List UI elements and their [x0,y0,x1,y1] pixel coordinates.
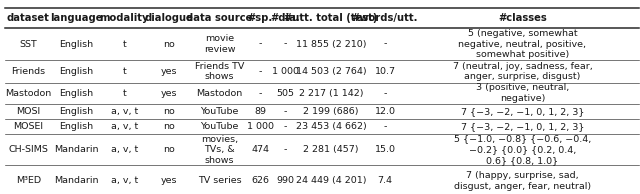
Text: English: English [60,89,93,98]
Text: YouTube: YouTube [200,107,239,116]
Text: no: no [163,122,175,131]
Text: a, v, t: a, v, t [111,107,138,116]
Text: 2 217 (1 142): 2 217 (1 142) [299,89,364,98]
Text: 24 449 (4 201): 24 449 (4 201) [296,176,366,185]
Text: 23 453 (4 662): 23 453 (4 662) [296,122,367,131]
Text: Mastodon: Mastodon [5,89,51,98]
Text: 626: 626 [251,176,269,185]
Text: -: - [259,40,262,48]
Text: movies,
TVs, &
shows: movies, TVs, & shows [201,135,238,165]
Text: YouTube: YouTube [200,122,239,131]
Text: -: - [284,40,287,48]
Text: a, v, t: a, v, t [111,176,138,185]
Text: 11 855 (2 210): 11 855 (2 210) [296,40,366,48]
Text: language: language [50,13,102,23]
Text: 89: 89 [254,107,266,116]
Text: -: - [284,122,287,131]
Text: a, v, t: a, v, t [111,122,138,131]
Text: 7.4: 7.4 [378,176,392,185]
Text: Mandarin: Mandarin [54,145,99,154]
Text: yes: yes [161,67,177,76]
Text: Mastodon: Mastodon [196,89,243,98]
Text: dataset: dataset [7,13,50,23]
Text: 505: 505 [276,89,294,98]
Text: -: - [383,122,387,131]
Text: English: English [60,122,93,131]
Text: 2 281 (457): 2 281 (457) [303,145,359,154]
Text: dialogue: dialogue [145,13,194,23]
Text: modality: modality [99,13,149,23]
Text: 474: 474 [251,145,269,154]
Text: 2 199 (686): 2 199 (686) [303,107,359,116]
Text: -: - [284,107,287,116]
Text: 10.7: 10.7 [374,67,396,76]
Text: SST: SST [19,40,37,48]
Text: yes: yes [161,176,177,185]
Text: 1 000: 1 000 [272,67,299,76]
Text: 14 503 (2 764): 14 503 (2 764) [296,67,367,76]
Text: yes: yes [161,89,177,98]
Text: MOSEI: MOSEI [13,122,44,131]
Text: #sp.: #sp. [248,13,273,23]
Text: 3 (positive, neutral,
negative): 3 (positive, neutral, negative) [476,83,569,103]
Text: MOSI: MOSI [16,107,40,116]
Text: a, v, t: a, v, t [111,145,138,154]
Text: -: - [259,89,262,98]
Text: movie
review: movie review [204,34,236,54]
Text: -: - [259,67,262,76]
Text: 1 000: 1 000 [246,122,274,131]
Text: M³ED: M³ED [16,176,41,185]
Text: English: English [60,40,93,48]
Text: data source: data source [186,13,253,23]
Text: no: no [163,40,175,48]
Text: Mandarin: Mandarin [54,176,99,185]
Text: #utt. total (test): #utt. total (test) [284,13,378,23]
Text: -: - [383,40,387,48]
Text: #classes: #classes [498,13,547,23]
Text: 990: 990 [276,176,294,185]
Text: no: no [163,107,175,116]
Text: English: English [60,67,93,76]
Text: #words/utt.: #words/utt. [352,13,418,23]
Text: 5 {−1.0, −0.8} {−0.6, −0.4,
−0.2} {0.0} {0.2, 0.4,
0.6} {0.8, 1.0}: 5 {−1.0, −0.8} {−0.6, −0.4, −0.2} {0.0} … [454,135,591,165]
Text: Friends TV
shows: Friends TV shows [195,61,244,81]
Text: t: t [122,89,126,98]
Text: no: no [163,145,175,154]
Text: 15.0: 15.0 [374,145,396,154]
Text: 7 {−3, −2, −1, 0, 1, 2, 3}: 7 {−3, −2, −1, 0, 1, 2, 3} [461,122,584,131]
Text: 7 {−3, −2, −1, 0, 1, 2, 3}: 7 {−3, −2, −1, 0, 1, 2, 3} [461,107,584,116]
Text: -: - [284,145,287,154]
Text: CH-SIMS: CH-SIMS [8,145,48,154]
Text: t: t [122,40,126,48]
Text: English: English [60,107,93,116]
Text: 5 (negative, somewhat
negative, neutral, positive,
somewhat positive): 5 (negative, somewhat negative, neutral,… [458,29,586,59]
Text: t: t [122,67,126,76]
Text: Friends: Friends [11,67,45,76]
Text: #dia.: #dia. [271,13,300,23]
Text: 7 (neutral, joy, sadness, fear,
anger, surprise, disgust): 7 (neutral, joy, sadness, fear, anger, s… [452,61,593,81]
Text: 12.0: 12.0 [374,107,396,116]
Text: 7 (happy, surprise, sad,
disgust, anger, fear, neutral): 7 (happy, surprise, sad, disgust, anger,… [454,171,591,191]
Text: TV series: TV series [198,176,241,185]
Text: -: - [383,89,387,98]
